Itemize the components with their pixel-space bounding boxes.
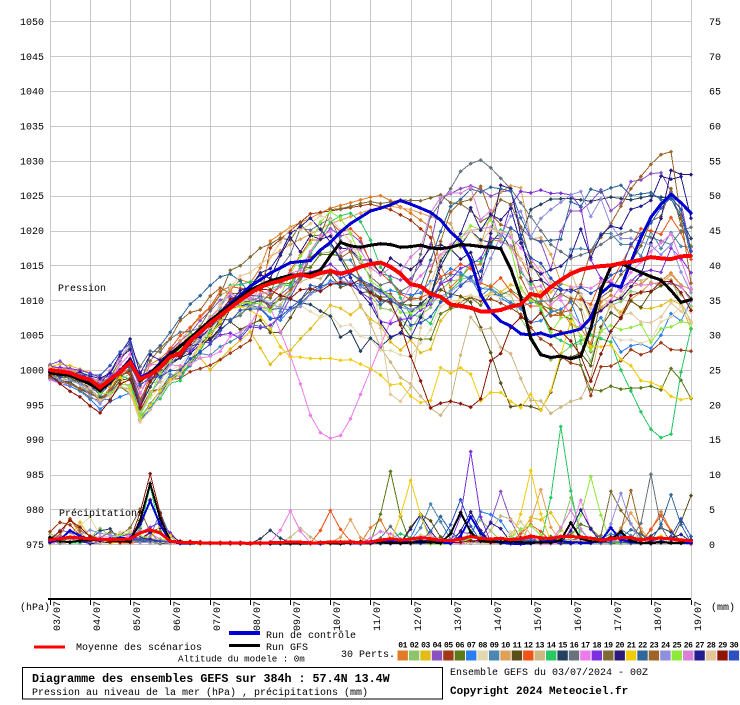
svg-text:13: 13 — [535, 642, 544, 651]
svg-text:995: 995 — [26, 401, 44, 412]
svg-text:Pression: Pression — [58, 283, 106, 295]
svg-text:5: 5 — [709, 506, 715, 517]
svg-text:15/07: 15/07 — [533, 601, 545, 631]
svg-text:26: 26 — [684, 642, 693, 651]
svg-text:27: 27 — [695, 642, 704, 651]
svg-text:1045: 1045 — [20, 53, 44, 64]
svg-text:07: 07 — [467, 642, 476, 651]
svg-text:1015: 1015 — [20, 262, 44, 273]
svg-text:04: 04 — [433, 642, 442, 651]
svg-text:14: 14 — [547, 642, 556, 651]
svg-text:Diagramme des ensembles GEFS s: Diagramme des ensembles GEFS sur 384h : … — [32, 672, 391, 686]
svg-text:(mm): (mm) — [711, 602, 735, 614]
svg-text:60: 60 — [709, 123, 721, 134]
svg-text:25: 25 — [672, 642, 681, 651]
svg-text:1040: 1040 — [20, 88, 44, 99]
svg-text:1030: 1030 — [20, 157, 44, 168]
svg-text:1050: 1050 — [20, 18, 44, 29]
svg-text:45: 45 — [709, 227, 721, 238]
svg-text:980: 980 — [26, 506, 44, 517]
svg-text:1005: 1005 — [20, 332, 44, 343]
svg-text:Moyenne des scénarios: Moyenne des scénarios — [76, 642, 202, 654]
svg-text:21: 21 — [627, 642, 636, 651]
svg-text:990: 990 — [26, 436, 44, 447]
svg-text:03/07: 03/07 — [52, 601, 64, 631]
svg-text:30: 30 — [729, 642, 738, 651]
svg-text:05: 05 — [444, 642, 453, 651]
svg-text:20: 20 — [709, 401, 721, 412]
svg-text:06: 06 — [455, 642, 464, 651]
svg-text:07/07: 07/07 — [212, 601, 224, 631]
svg-text:11/07: 11/07 — [372, 601, 384, 631]
svg-text:65: 65 — [709, 88, 721, 99]
svg-text:16/07: 16/07 — [573, 601, 585, 631]
svg-text:22: 22 — [638, 642, 647, 651]
svg-text:Run GFS: Run GFS — [266, 643, 308, 654]
svg-text:08/07: 08/07 — [252, 601, 264, 631]
svg-text:985: 985 — [26, 471, 44, 482]
svg-text:40: 40 — [709, 262, 721, 273]
svg-text:04/07: 04/07 — [92, 601, 104, 631]
svg-text:28: 28 — [707, 642, 716, 651]
svg-text:23: 23 — [649, 642, 658, 651]
svg-text:1035: 1035 — [20, 123, 44, 134]
svg-text:(hPa): (hPa) — [20, 602, 50, 614]
svg-text:16: 16 — [570, 642, 579, 651]
svg-text:02: 02 — [410, 642, 419, 651]
svg-text:Précipitations: Précipitations — [59, 508, 143, 520]
svg-text:Pression au niveau de la mer (: Pression au niveau de la mer (hPa) , pré… — [32, 687, 368, 699]
svg-text:08: 08 — [478, 642, 487, 651]
svg-text:Altitude du modele : 0m: Altitude du modele : 0m — [178, 654, 305, 665]
svg-text:55: 55 — [709, 157, 721, 168]
svg-text:1020: 1020 — [20, 227, 44, 238]
svg-text:30: 30 — [709, 332, 721, 343]
svg-text:12: 12 — [524, 642, 533, 651]
svg-text:20: 20 — [615, 642, 624, 651]
svg-text:75: 75 — [709, 18, 721, 29]
svg-text:03: 03 — [421, 642, 430, 651]
svg-text:09/07: 09/07 — [292, 601, 304, 631]
svg-text:50: 50 — [709, 192, 721, 203]
svg-text:10: 10 — [501, 642, 510, 651]
svg-text:09: 09 — [490, 642, 499, 651]
svg-text:01: 01 — [398, 642, 407, 651]
svg-text:975: 975 — [26, 541, 44, 552]
svg-text:05/07: 05/07 — [132, 601, 144, 631]
svg-text:0: 0 — [709, 541, 715, 552]
svg-text:17: 17 — [581, 642, 590, 651]
svg-text:30 Perts.: 30 Perts. — [341, 650, 395, 661]
svg-text:24: 24 — [661, 642, 670, 651]
svg-text:10: 10 — [709, 471, 721, 482]
svg-text:06/07: 06/07 — [172, 601, 184, 631]
svg-text:15: 15 — [558, 642, 567, 651]
svg-text:29: 29 — [718, 642, 727, 651]
svg-text:19/07: 19/07 — [693, 601, 705, 631]
svg-text:10/07: 10/07 — [332, 601, 344, 631]
svg-text:13/07: 13/07 — [453, 601, 465, 631]
svg-text:15: 15 — [709, 436, 721, 447]
svg-text:Copyright 2024 Meteociel.fr: Copyright 2024 Meteociel.fr — [450, 686, 628, 698]
svg-text:1000: 1000 — [20, 367, 44, 378]
svg-text:1025: 1025 — [20, 192, 44, 203]
svg-text:70: 70 — [709, 53, 721, 64]
svg-text:18: 18 — [592, 642, 601, 651]
svg-text:1010: 1010 — [20, 297, 44, 308]
svg-text:14/07: 14/07 — [493, 601, 505, 631]
svg-text:11: 11 — [512, 642, 521, 651]
svg-text:Ensemble GEFS du 03/07/2024 -: Ensemble GEFS du 03/07/2024 - 00Z — [450, 667, 648, 679]
svg-text:35: 35 — [709, 297, 721, 308]
svg-text:19: 19 — [604, 642, 613, 651]
svg-text:Run de contrôle: Run de contrôle — [266, 630, 356, 642]
svg-text:12/07: 12/07 — [413, 601, 425, 631]
svg-text:25: 25 — [709, 367, 721, 378]
svg-text:17/07: 17/07 — [613, 601, 625, 631]
svg-text:18/07: 18/07 — [653, 601, 665, 631]
